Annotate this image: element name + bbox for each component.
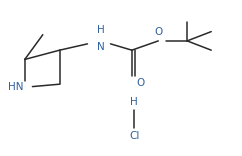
Text: H: H: [130, 97, 138, 107]
Text: HN: HN: [8, 82, 23, 92]
Text: Cl: Cl: [129, 131, 139, 141]
Text: H: H: [97, 25, 105, 35]
Text: O: O: [136, 78, 144, 88]
Text: N: N: [97, 42, 105, 52]
Text: O: O: [154, 27, 162, 37]
